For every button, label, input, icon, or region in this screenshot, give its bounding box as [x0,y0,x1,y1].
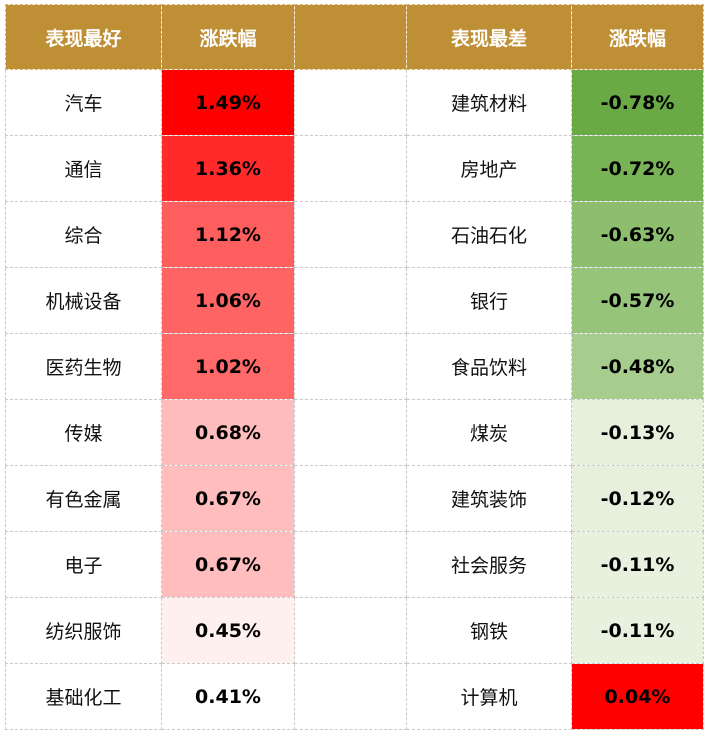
best-name-cell: 有色金属 [5,465,162,532]
gap-cell [294,267,407,334]
worst-change-cell: -0.78% [571,69,704,136]
best-change-cell: 1.49% [161,69,295,136]
worst-name-cell: 社会服务 [406,531,572,598]
gap-header [294,4,407,70]
header-row: 表现最好 涨跌幅 表现最差 涨跌幅 [5,4,704,70]
best-change-cell: 0.45% [161,597,295,664]
best-change-cell: 1.36% [161,135,295,202]
sector-performance-table: 表现最好 涨跌幅 表现最差 涨跌幅 汽车 1.49% 建筑材料 -0.78% 通信 1.3… [5,4,704,730]
best-change-cell: 1.02% [161,333,295,400]
gap-cell [294,69,407,136]
worst-change-header: 涨跌幅 [571,4,704,70]
best-name-cell: 机械设备 [5,267,162,334]
best-change-cell: 0.41% [161,663,295,730]
best-change-cell: 0.67% [161,465,295,532]
worst-change-cell: -0.13% [571,399,704,466]
best-name-cell: 电子 [5,531,162,598]
worst-change-cell: 0.04% [571,663,704,730]
worst-name-cell: 煤炭 [406,399,572,466]
worst-name-cell: 钢铁 [406,597,572,664]
table-row: 传媒 0.68% 煤炭 -0.13% [5,399,704,466]
worst-change-cell: -0.57% [571,267,704,334]
table-row: 机械设备 1.06% 银行 -0.57% [5,267,704,334]
worst-change-cell: -0.11% [571,597,704,664]
table-row: 纺织服饰 0.45% 钢铁 -0.11% [5,597,704,664]
gap-cell [294,663,407,730]
worst-name-cell: 银行 [406,267,572,334]
best-name-cell: 传媒 [5,399,162,466]
table-row: 综合 1.12% 石油石化 -0.63% [5,201,704,268]
table-row: 基础化工 0.41% 计算机 0.04% [5,663,704,730]
worst-change-cell: -0.12% [571,465,704,532]
worst-change-cell: -0.63% [571,201,704,268]
worst-name-cell: 计算机 [406,663,572,730]
best-name-cell: 汽车 [5,69,162,136]
best-change-cell: 0.68% [161,399,295,466]
table-row: 有色金属 0.67% 建筑装饰 -0.12% [5,465,704,532]
gap-cell [294,333,407,400]
table-row: 医药生物 1.02% 食品饮料 -0.48% [5,333,704,400]
best-name-cell: 综合 [5,201,162,268]
gap-cell [294,399,407,466]
gap-cell [294,531,407,598]
worst-header: 表现最差 [406,4,572,70]
best-header: 表现最好 [5,4,162,70]
worst-change-cell: -0.11% [571,531,704,598]
best-change-header: 涨跌幅 [161,4,295,70]
best-change-cell: 1.06% [161,267,295,334]
gap-cell [294,135,407,202]
best-name-cell: 通信 [5,135,162,202]
worst-name-cell: 建筑材料 [406,69,572,136]
best-name-cell: 纺织服饰 [5,597,162,664]
worst-name-cell: 房地产 [406,135,572,202]
worst-name-cell: 石油石化 [406,201,572,268]
table-row: 电子 0.67% 社会服务 -0.11% [5,531,704,598]
worst-name-cell: 食品饮料 [406,333,572,400]
best-name-cell: 基础化工 [5,663,162,730]
best-change-cell: 0.67% [161,531,295,598]
worst-change-cell: -0.72% [571,135,704,202]
gap-cell [294,465,407,532]
best-name-cell: 医药生物 [5,333,162,400]
worst-change-cell: -0.48% [571,333,704,400]
gap-cell [294,201,407,268]
table-row: 通信 1.36% 房地产 -0.72% [5,135,704,202]
table-row: 汽车 1.49% 建筑材料 -0.78% [5,69,704,136]
best-change-cell: 1.12% [161,201,295,268]
worst-name-cell: 建筑装饰 [406,465,572,532]
gap-cell [294,597,407,664]
